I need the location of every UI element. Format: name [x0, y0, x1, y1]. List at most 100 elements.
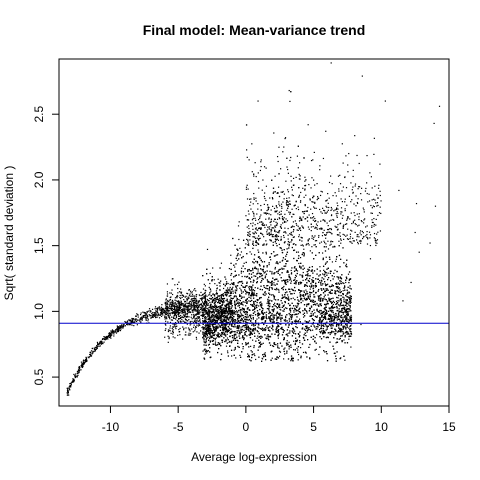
data-point — [169, 318, 171, 320]
data-point — [337, 282, 340, 284]
data-point — [220, 353, 223, 355]
data-point — [270, 294, 273, 296]
data-point — [111, 331, 113, 334]
data-point — [306, 331, 308, 333]
data-point — [202, 336, 204, 338]
data-point — [280, 309, 282, 311]
data-point — [272, 277, 274, 279]
data-point — [129, 319, 132, 321]
data-point — [330, 325, 332, 327]
data-point — [343, 339, 345, 341]
data-point — [335, 300, 338, 302]
data-point — [346, 305, 348, 308]
data-point — [236, 339, 238, 341]
data-point — [159, 309, 161, 311]
data-point — [96, 344, 98, 347]
data-point — [334, 333, 336, 335]
data-point — [306, 326, 308, 329]
data-point — [113, 330, 115, 332]
data-point — [326, 284, 328, 286]
data-point — [217, 332, 219, 334]
data-point — [191, 310, 194, 312]
data-point — [345, 304, 347, 306]
data-point — [97, 344, 99, 346]
data-point — [266, 265, 268, 267]
data-point — [217, 301, 220, 303]
data-point — [66, 394, 68, 396]
data-point — [311, 301, 313, 303]
data-point — [323, 288, 325, 290]
data-point — [273, 282, 275, 284]
data-point — [85, 357, 88, 360]
data-point — [274, 305, 276, 307]
data-point — [151, 315, 153, 317]
data-point — [109, 335, 111, 337]
data-point — [350, 346, 352, 348]
data-point — [289, 291, 291, 293]
data-point — [346, 320, 349, 322]
data-point — [257, 349, 259, 351]
data-point — [82, 360, 84, 362]
data-point — [251, 354, 253, 356]
data-point — [144, 316, 147, 318]
data-point — [301, 276, 304, 278]
data-point — [223, 316, 225, 318]
data-point — [320, 297, 322, 299]
data-point — [206, 324, 208, 326]
data-point — [152, 311, 154, 314]
data-point — [324, 263, 327, 265]
data-point — [154, 306, 157, 308]
data-point — [331, 317, 333, 320]
data-point — [140, 318, 142, 320]
data-point — [108, 336, 111, 339]
data-point — [347, 332, 349, 334]
data-point — [115, 329, 117, 331]
data-point — [290, 307, 292, 309]
data-point — [307, 275, 309, 277]
data-point — [272, 244, 274, 246]
data-point — [124, 325, 127, 327]
data-point — [205, 302, 207, 304]
data-point — [272, 187, 275, 189]
data-point — [107, 335, 109, 337]
data-point — [318, 288, 320, 291]
data-point — [215, 309, 217, 311]
data-point — [224, 309, 226, 312]
data-point — [312, 281, 315, 283]
data-point — [220, 317, 222, 319]
data-point — [204, 319, 207, 321]
data-point — [247, 239, 249, 241]
data-point — [240, 317, 243, 319]
data-point — [251, 276, 253, 278]
data-point — [247, 353, 249, 355]
data-point — [252, 314, 254, 317]
data-point — [249, 316, 252, 318]
data-point — [346, 314, 348, 316]
data-point — [231, 335, 233, 337]
data-point — [262, 313, 264, 315]
data-point — [325, 246, 327, 248]
data-point — [268, 316, 270, 318]
data-point — [245, 276, 248, 278]
data-point — [311, 270, 313, 272]
data-point — [282, 257, 285, 259]
data-point — [320, 281, 322, 283]
data-point — [346, 324, 348, 327]
data-point — [204, 341, 206, 344]
data-point — [284, 347, 286, 349]
data-point — [314, 284, 317, 286]
data-point — [293, 340, 295, 342]
data-point — [350, 314, 352, 317]
data-point — [337, 313, 340, 315]
data-point — [84, 359, 86, 362]
data-point — [215, 329, 217, 331]
data-point — [298, 308, 300, 311]
data-point — [90, 353, 92, 356]
data-point — [253, 303, 255, 305]
data-point — [113, 335, 115, 337]
data-point — [171, 307, 174, 310]
data-point — [71, 381, 73, 384]
data-point — [170, 303, 172, 305]
data-point — [331, 305, 334, 307]
data-point — [337, 290, 339, 292]
